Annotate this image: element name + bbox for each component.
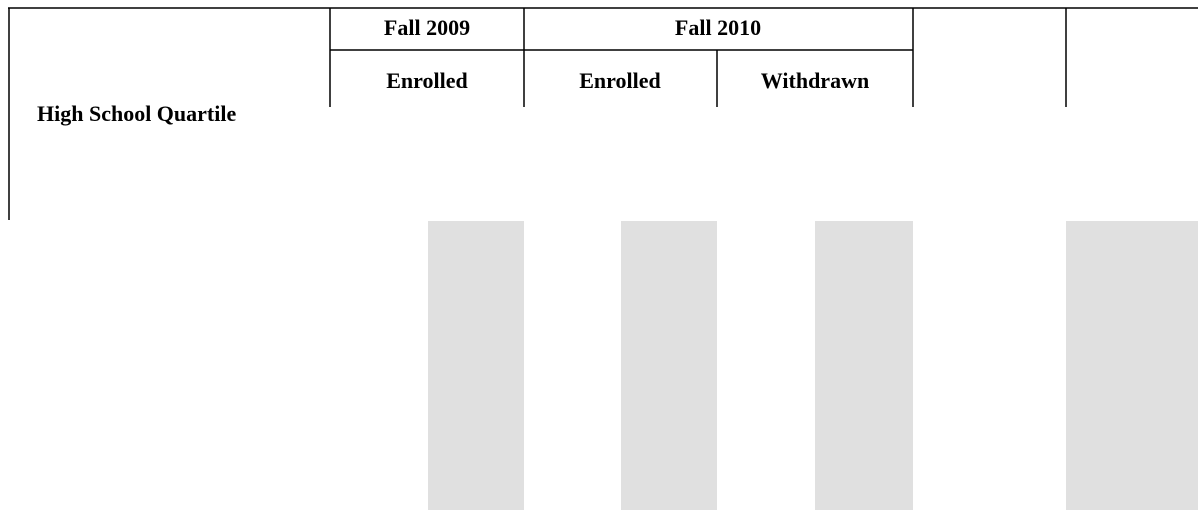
group-header: Fall 2009 — [384, 15, 470, 40]
shaded-column — [621, 221, 717, 510]
column-header: Enrolled — [579, 68, 661, 93]
row-header: High School Quartile — [37, 101, 236, 126]
group-header: Fall 2010 — [675, 15, 761, 40]
shaded-column — [815, 221, 913, 510]
column-header: Withdrawn — [761, 68, 869, 93]
shaded-column — [428, 221, 524, 510]
shaded-column — [1066, 221, 1198, 510]
column-header: Enrolled — [386, 68, 468, 93]
